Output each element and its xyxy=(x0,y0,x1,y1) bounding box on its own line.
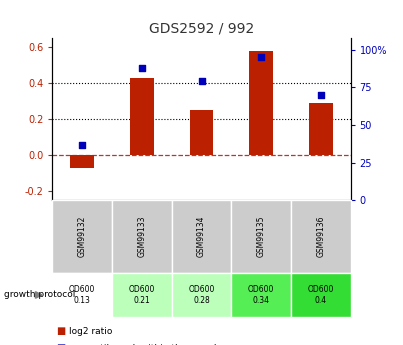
Text: GSM99134: GSM99134 xyxy=(197,216,206,257)
Text: GSM99132: GSM99132 xyxy=(78,216,87,257)
Text: percentile rank within the sample: percentile rank within the sample xyxy=(69,344,222,345)
Text: OD600
0.13: OD600 0.13 xyxy=(69,285,96,305)
Text: ■: ■ xyxy=(56,326,66,336)
Point xyxy=(258,55,264,60)
Point xyxy=(139,65,145,71)
Text: GSM99135: GSM99135 xyxy=(257,216,266,257)
Text: OD600
0.4: OD600 0.4 xyxy=(307,285,334,305)
Text: OD600
0.21: OD600 0.21 xyxy=(129,285,155,305)
Point xyxy=(318,92,324,98)
Text: GSM99136: GSM99136 xyxy=(316,216,325,257)
Title: GDS2592 / 992: GDS2592 / 992 xyxy=(149,21,254,36)
Text: OD600
0.28: OD600 0.28 xyxy=(188,285,215,305)
Bar xyxy=(70,155,94,168)
Point xyxy=(79,142,85,147)
Text: log2 ratio: log2 ratio xyxy=(69,327,112,336)
Text: GSM99133: GSM99133 xyxy=(137,216,146,257)
Bar xyxy=(309,103,333,155)
Bar xyxy=(130,78,154,155)
Text: ■: ■ xyxy=(56,344,66,345)
Bar xyxy=(189,110,214,155)
Point xyxy=(198,79,205,84)
Text: OD600
0.34: OD600 0.34 xyxy=(248,285,274,305)
Bar xyxy=(249,51,273,155)
Text: growth protocol: growth protocol xyxy=(4,290,75,299)
